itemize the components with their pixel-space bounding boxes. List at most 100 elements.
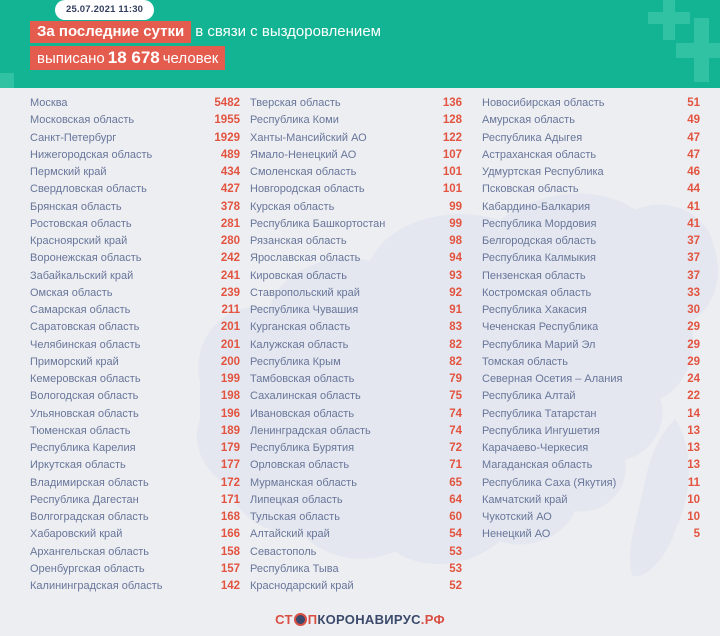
region-value: 158 — [220, 545, 240, 558]
region-row: Камчатский край 10 — [482, 494, 700, 511]
region-value: 44 — [687, 183, 700, 196]
region-name: Тульская область — [250, 511, 340, 523]
region-row: Республика Коми 128 — [250, 114, 462, 131]
region-row: Курганская область 83 — [250, 321, 462, 338]
header-banner: 25.07.2021 11:30 За последние сутки в свя… — [0, 0, 720, 88]
region-value: 53 — [449, 545, 462, 558]
region-row: Мурманская область 65 — [250, 477, 462, 494]
region-value: 434 — [220, 166, 240, 178]
region-row: Смоленская область 101 — [250, 166, 462, 183]
region-name: Орловская область — [250, 459, 350, 472]
region-row: Краснодарский край 52 — [250, 580, 462, 597]
region-name: Брянская область — [30, 200, 122, 213]
region-row: Хабаровский край 166 — [30, 528, 240, 545]
region-value: 107 — [442, 148, 462, 161]
region-name: Свердловская область — [30, 183, 147, 196]
region-value: 94 — [449, 252, 462, 265]
region-name: Ульяновская область — [30, 407, 139, 420]
region-row: Чеченская Республика 29 — [482, 321, 700, 338]
region-value: 168 — [220, 511, 240, 523]
region-value: 157 — [220, 562, 240, 575]
region-value: 33 — [687, 286, 700, 299]
region-value: 13 — [687, 459, 700, 472]
region-row: Ненецкий АО 5 — [482, 528, 700, 545]
region-row: Тверская область 136 — [250, 97, 462, 114]
region-row: Приморский край 200 — [30, 356, 240, 373]
region-value: 29 — [687, 321, 700, 334]
region-value: 79 — [449, 373, 462, 385]
region-row: Ярославская область 94 — [250, 252, 462, 269]
discharged-suffix: человек — [162, 50, 219, 67]
region-row: Рязанская область 98 — [250, 235, 462, 252]
region-value: 92 — [449, 286, 462, 299]
region-value: 47 — [687, 131, 700, 144]
region-value: 242 — [220, 252, 240, 265]
region-value: 72 — [449, 442, 462, 454]
region-row: Республика Крым 82 — [250, 356, 462, 373]
region-value: 74 — [449, 407, 462, 420]
region-column-2: Тверская область 136 Республика Коми 128… — [250, 97, 462, 597]
region-row: Кировская область 93 — [250, 270, 462, 287]
region-row: Алтайский край 54 — [250, 528, 462, 545]
region-row: Республика Саха (Якутия) 11 — [482, 477, 700, 494]
region-row: Забайкальский край 241 — [30, 270, 240, 287]
region-name: Хабаровский край — [30, 528, 123, 541]
region-value: 281 — [220, 217, 240, 230]
region-row: Севастополь 53 — [250, 546, 462, 563]
region-value: 5 — [693, 528, 700, 541]
region-value: 198 — [220, 390, 240, 403]
region-row: Орловская область 71 — [250, 459, 462, 476]
region-value: 1929 — [214, 131, 240, 144]
region-name: Удмуртская Республика — [482, 166, 604, 178]
region-row: Москва 5482 — [30, 97, 240, 114]
region-name: Ярославская область — [250, 252, 361, 265]
region-row: Республика Татарстан 14 — [482, 408, 700, 425]
region-value: 200 — [220, 355, 240, 368]
region-row: Астраханская область 47 — [482, 149, 700, 166]
region-name: Ивановская область — [250, 407, 355, 420]
region-name: Иркутская область — [30, 459, 126, 472]
region-value: 82 — [449, 338, 462, 351]
region-value: 71 — [449, 459, 462, 472]
region-name: Курская область — [250, 200, 335, 213]
region-name: Чеченская Республика — [482, 321, 599, 334]
region-value: 52 — [449, 580, 462, 592]
region-name: Архангельская область — [30, 545, 149, 558]
region-row: Ульяновская область 196 — [30, 408, 240, 425]
region-name: Республика Дагестан — [30, 493, 139, 506]
region-value: 177 — [220, 459, 240, 472]
region-row: Калужская область 82 — [250, 339, 462, 356]
region-value: 99 — [449, 200, 462, 213]
region-name: Калининградская область — [30, 580, 163, 592]
region-columns: Москва 5482 Московская область 1955 Санк… — [30, 97, 700, 597]
region-value: 101 — [442, 166, 462, 178]
headline-highlight: За последние сутки — [30, 21, 192, 43]
region-row: Республика Калмыкия 37 — [482, 252, 700, 269]
region-value: 51 — [687, 97, 700, 109]
region-name: Ставропольский край — [250, 286, 360, 299]
region-value: 239 — [220, 286, 240, 299]
region-row: Владимирская область 172 — [30, 477, 240, 494]
region-row: Магаданская область 13 — [482, 459, 700, 476]
region-row: Тамбовская область 79 — [250, 373, 462, 390]
region-row: Ямало-Ненецкий АО 107 — [250, 149, 462, 166]
region-name: Московская область — [30, 114, 135, 127]
region-value: 13 — [687, 442, 700, 454]
region-row: Ханты-Мансийский АО 122 — [250, 132, 462, 149]
region-name: Курганская область — [250, 321, 351, 334]
region-row: Сахалинская область 75 — [250, 390, 462, 407]
region-row: Пензенская область 37 — [482, 270, 700, 287]
region-name: Костромская область — [482, 286, 592, 299]
region-value: 196 — [220, 407, 240, 420]
region-name: Республика Коми — [250, 114, 339, 127]
region-row: Санкт-Петербург 1929 — [30, 132, 240, 149]
headline-line-1: За последние сутки в связи с выздоровлени… — [30, 21, 381, 43]
region-row: Ленинградская область 74 — [250, 425, 462, 442]
region-name: Челябинская область — [30, 338, 141, 351]
logo-text-p: П — [307, 612, 318, 627]
region-value: 46 — [687, 166, 700, 178]
region-name: Магаданская область — [482, 459, 593, 472]
region-name: Волгоградская область — [30, 511, 149, 523]
region-value: 29 — [687, 355, 700, 368]
region-name: Тюменская область — [30, 424, 131, 437]
